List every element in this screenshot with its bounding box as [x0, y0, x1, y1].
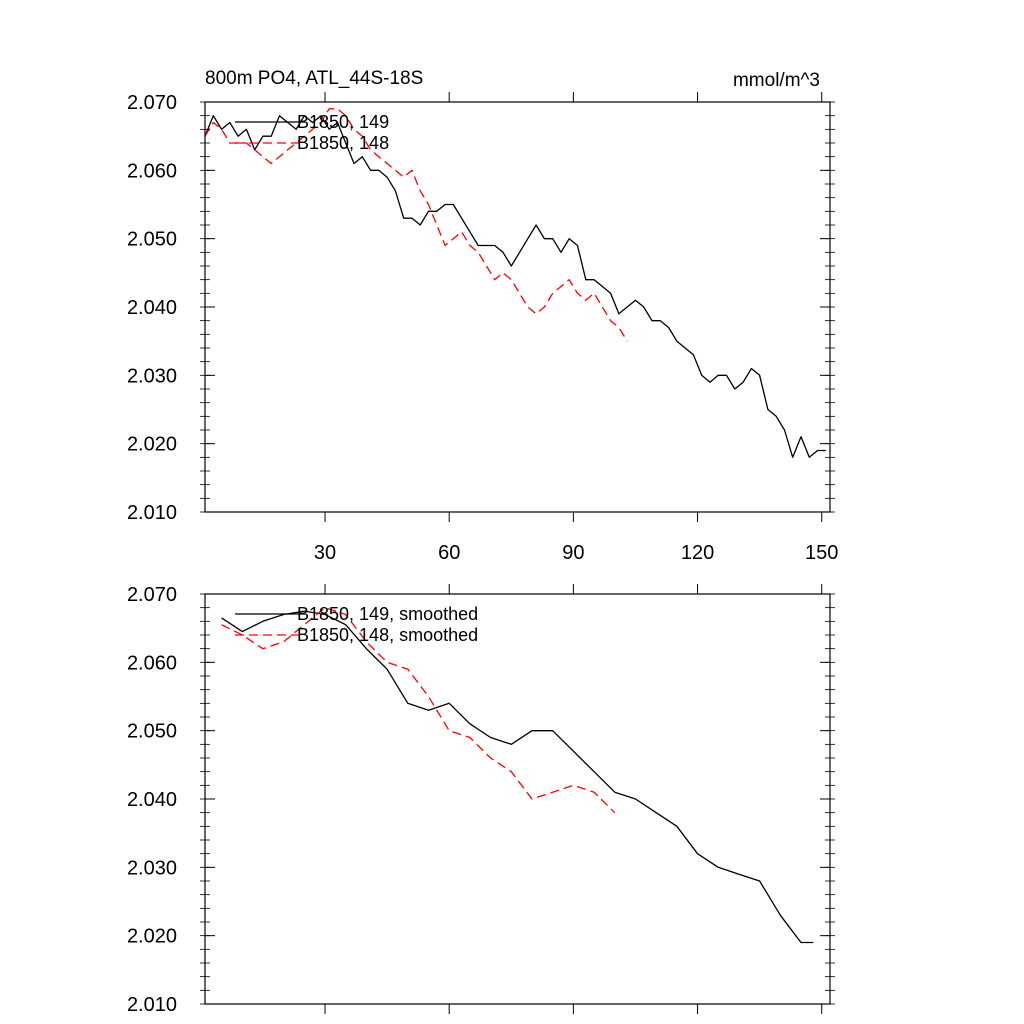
legend-label: B1850, 148, smoothed: [297, 625, 478, 645]
y-tick-label: 2.060: [127, 652, 177, 674]
y-tick-label: 2.070: [127, 92, 177, 114]
legend-label: B1850, 149, smoothed: [297, 604, 478, 624]
y-tick-label: 2.020: [127, 926, 177, 948]
y-tick-label: 2.070: [127, 584, 177, 606]
series-line-0: [204, 115, 826, 458]
y-tick-label: 2.030: [127, 857, 177, 879]
y-tick-label: 2.050: [127, 721, 177, 743]
series-line-1: [221, 607, 616, 814]
y-tick-label: 2.040: [127, 789, 177, 811]
y-tick-label: 2.040: [127, 297, 177, 319]
y-tick-label: 2.020: [127, 434, 177, 456]
x-tick-label: 150: [805, 542, 838, 564]
x-tick-label: 30: [314, 542, 336, 564]
y-tick-label: 2.060: [127, 160, 177, 182]
panel-title: 800m PO4, ATL_44S-18S: [205, 68, 423, 89]
x-tick-label: 120: [681, 542, 714, 564]
x-tick-label: 60: [438, 542, 460, 564]
units-label: mmol/m^3: [733, 70, 820, 91]
series-line-1: [204, 108, 628, 342]
y-tick-label: 2.030: [127, 365, 177, 387]
top-panel: 800m PO4, ATL_44S-18S mmol/m^3 B1850, 14…: [127, 68, 838, 564]
x-tick-label: 90: [562, 542, 584, 564]
legend-label: B1850, 149: [297, 112, 389, 132]
y-tick-label: 2.010: [127, 502, 177, 524]
legend-label: B1850, 148: [297, 133, 389, 153]
y-tick-label: 2.010: [127, 994, 177, 1016]
series-line-0: [221, 610, 814, 944]
plot-frame: [204, 593, 831, 1005]
y-tick-label: 2.050: [127, 229, 177, 251]
plot-frame: [204, 101, 831, 513]
